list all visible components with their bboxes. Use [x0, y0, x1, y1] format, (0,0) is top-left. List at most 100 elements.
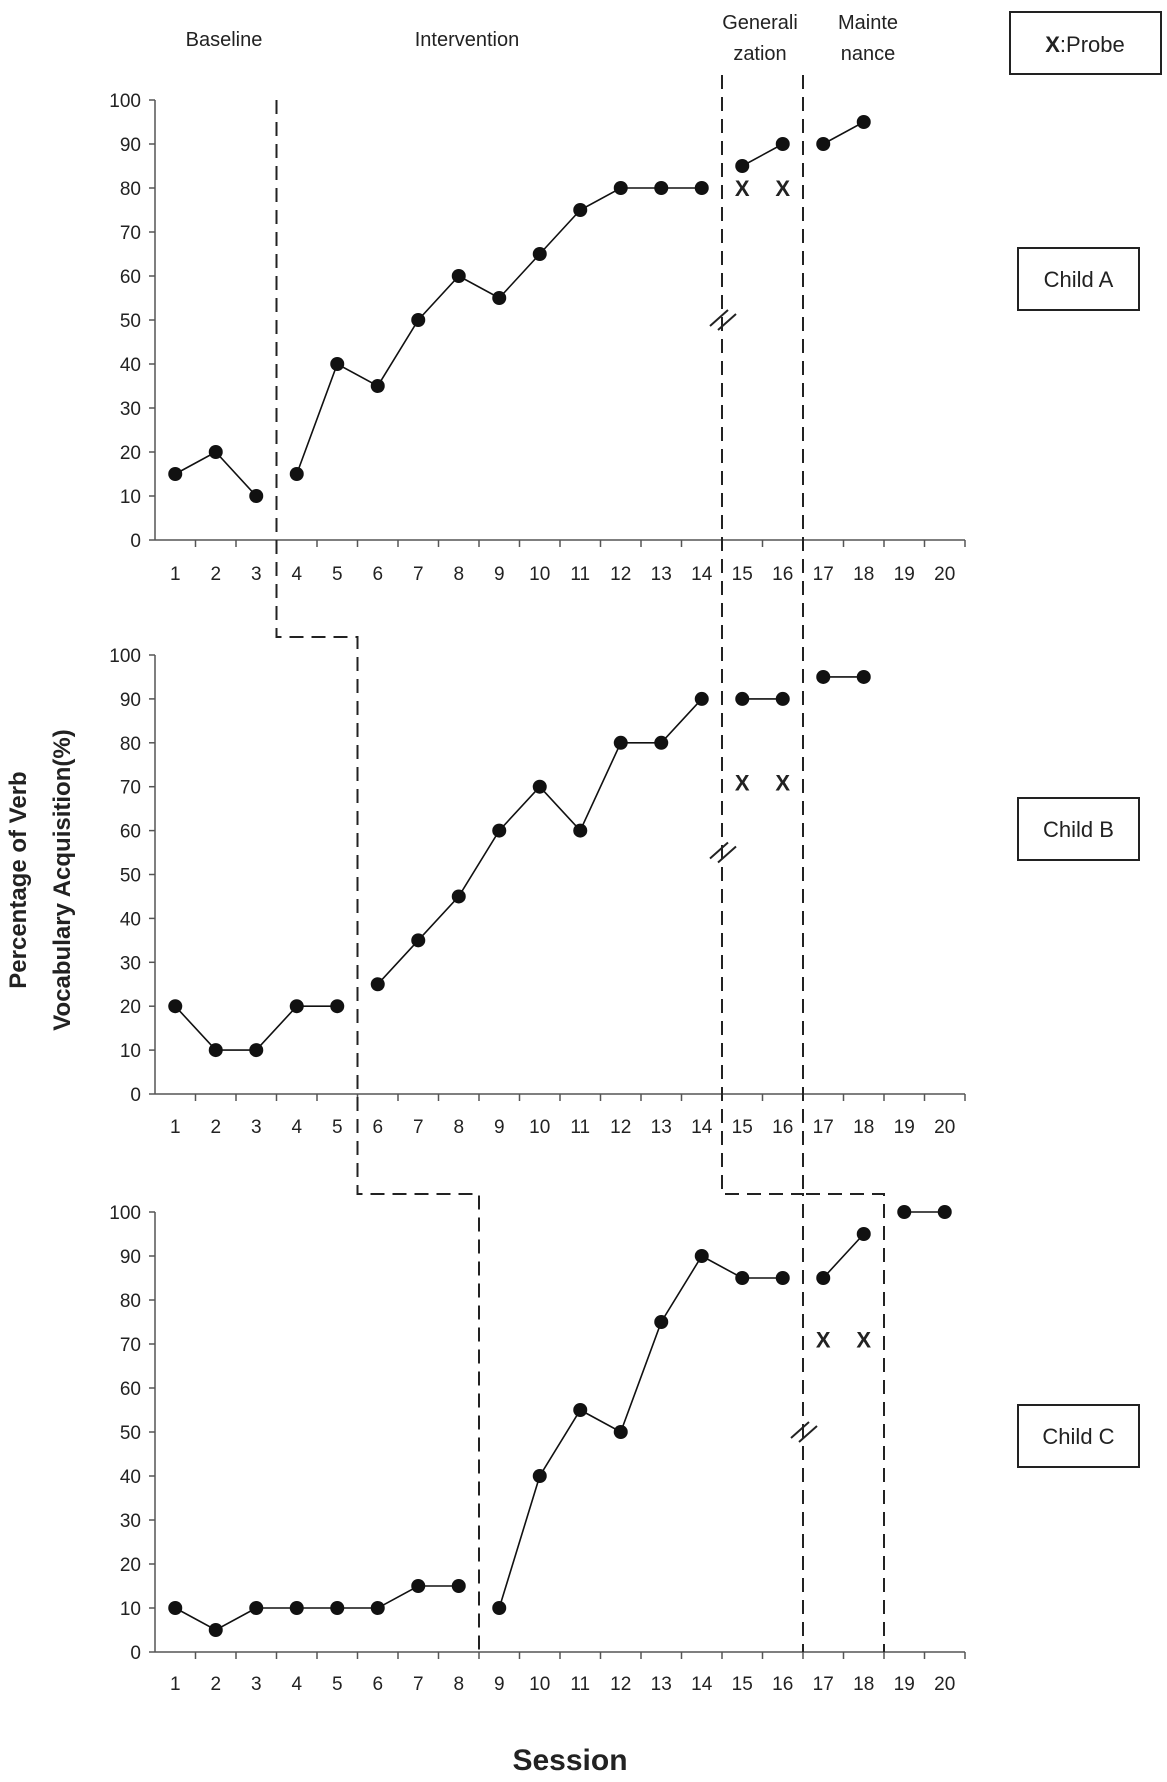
phase-label-maintenance-2: nance — [841, 43, 896, 65]
x-tick-label: 20 — [934, 1674, 955, 1695]
data-point — [451, 1579, 466, 1593]
x-tick-label: 7 — [413, 1674, 424, 1695]
data-point — [856, 669, 871, 684]
x-tick-label: 10 — [529, 564, 550, 585]
data-point — [573, 1403, 588, 1417]
data-point — [856, 115, 871, 129]
data-point — [735, 159, 750, 173]
x-tick-label: 10 — [529, 1117, 550, 1138]
axis-break-mark — [709, 841, 729, 860]
x-axis-title: Session — [512, 1744, 627, 1777]
x-tick-label: 14 — [691, 564, 713, 585]
data-point — [613, 735, 628, 750]
data-point — [532, 779, 547, 794]
x-tick-label: 17 — [813, 564, 834, 585]
data-point — [654, 735, 669, 750]
y-tick-label: 30 — [120, 1511, 141, 1532]
x-tick-label: 15 — [732, 1674, 753, 1695]
x-tick-label: 1 — [170, 564, 181, 585]
y-tick-label: 30 — [120, 953, 141, 974]
data-point — [613, 1425, 628, 1439]
phase-label-generalization-2: zation — [733, 43, 786, 65]
x-tick-label: 3 — [251, 564, 262, 585]
data-point — [816, 669, 831, 684]
axis-break-mark — [798, 1425, 818, 1443]
y-tick-label: 20 — [120, 443, 141, 464]
y-tick-label: 50 — [120, 1423, 141, 1444]
y-tick-label: 70 — [120, 223, 141, 244]
data-point — [370, 977, 385, 992]
x-tick-label: 12 — [610, 1117, 631, 1138]
data-point — [451, 269, 466, 283]
x-tick-label: 18 — [853, 1117, 874, 1138]
x-tick-label: 17 — [813, 1117, 834, 1138]
data-point — [492, 1601, 507, 1615]
data-point — [208, 1043, 223, 1058]
x-tick-label: 20 — [934, 1117, 955, 1138]
phase-label-maintenance-1: Mainte — [838, 12, 898, 34]
x-tick-label: 15 — [732, 564, 753, 585]
y-tick-label: 50 — [120, 866, 141, 887]
data-point — [654, 181, 669, 195]
y-tick-label: 20 — [120, 997, 141, 1018]
probe-marker: X — [856, 1328, 871, 1353]
x-tick-label: 2 — [210, 1674, 221, 1695]
x-tick-label: 19 — [894, 1674, 915, 1695]
x-tick-label: 9 — [494, 1674, 505, 1695]
y-tick-label: 100 — [109, 1203, 141, 1224]
y-tick-label: 10 — [120, 1599, 141, 1620]
data-point — [330, 1601, 345, 1615]
data-point — [816, 137, 831, 151]
series-line-baseline — [174, 1585, 459, 1631]
x-tick-label: 13 — [651, 1674, 672, 1695]
child-label-text: Child C — [1042, 1424, 1114, 1449]
data-point — [775, 691, 790, 706]
y-tick-label: 80 — [120, 179, 141, 200]
x-tick-label: 16 — [772, 564, 793, 585]
probe-marker: X — [775, 176, 790, 201]
x-tick-label: 9 — [494, 1117, 505, 1138]
axis-break-mark — [717, 845, 737, 864]
x-tick-label: 13 — [651, 564, 672, 585]
probe-marker: X — [735, 770, 750, 795]
probe-legend-frame — [1009, 11, 1162, 75]
x-tick-label: 6 — [372, 564, 383, 585]
y-tick-label: 90 — [120, 1247, 141, 1268]
data-point — [249, 1043, 264, 1058]
axis-break-mark — [790, 1421, 810, 1439]
y-tick-label: 100 — [109, 91, 141, 112]
x-tick-label: 14 — [691, 1117, 713, 1138]
data-point — [411, 313, 426, 327]
data-point — [411, 933, 426, 948]
probe-marker: X — [735, 176, 750, 201]
x-tick-label: 8 — [453, 564, 464, 585]
x-tick-label: 19 — [894, 564, 915, 585]
y-tick-label: 30 — [120, 399, 141, 420]
data-point — [330, 357, 345, 371]
axis-break-mark — [717, 313, 737, 331]
y-axis-title: Percentage of Verb Vocabulary Acquisitio… — [5, 729, 76, 1030]
data-point — [573, 203, 588, 217]
x-tick-label: 6 — [372, 1674, 383, 1695]
x-tick-label: 2 — [210, 1117, 221, 1138]
probe-legend-text: X:Probe — [1045, 32, 1125, 57]
data-point — [249, 489, 264, 503]
x-tick-label: 16 — [772, 1117, 793, 1138]
data-point — [613, 181, 628, 195]
data-point — [532, 1469, 547, 1483]
x-tick-label: 18 — [853, 1674, 874, 1695]
phase-change-lines — [275, 75, 885, 1652]
x-tick-label: 19 — [894, 1117, 915, 1138]
data-point — [208, 1623, 223, 1637]
data-point — [411, 1579, 426, 1593]
data-point — [168, 467, 183, 481]
x-tick-label: 4 — [291, 564, 302, 585]
y-tick-label: 10 — [120, 1041, 141, 1062]
data-point — [654, 1315, 669, 1329]
series-line-generalization — [741, 143, 784, 167]
data-point — [897, 1205, 912, 1219]
